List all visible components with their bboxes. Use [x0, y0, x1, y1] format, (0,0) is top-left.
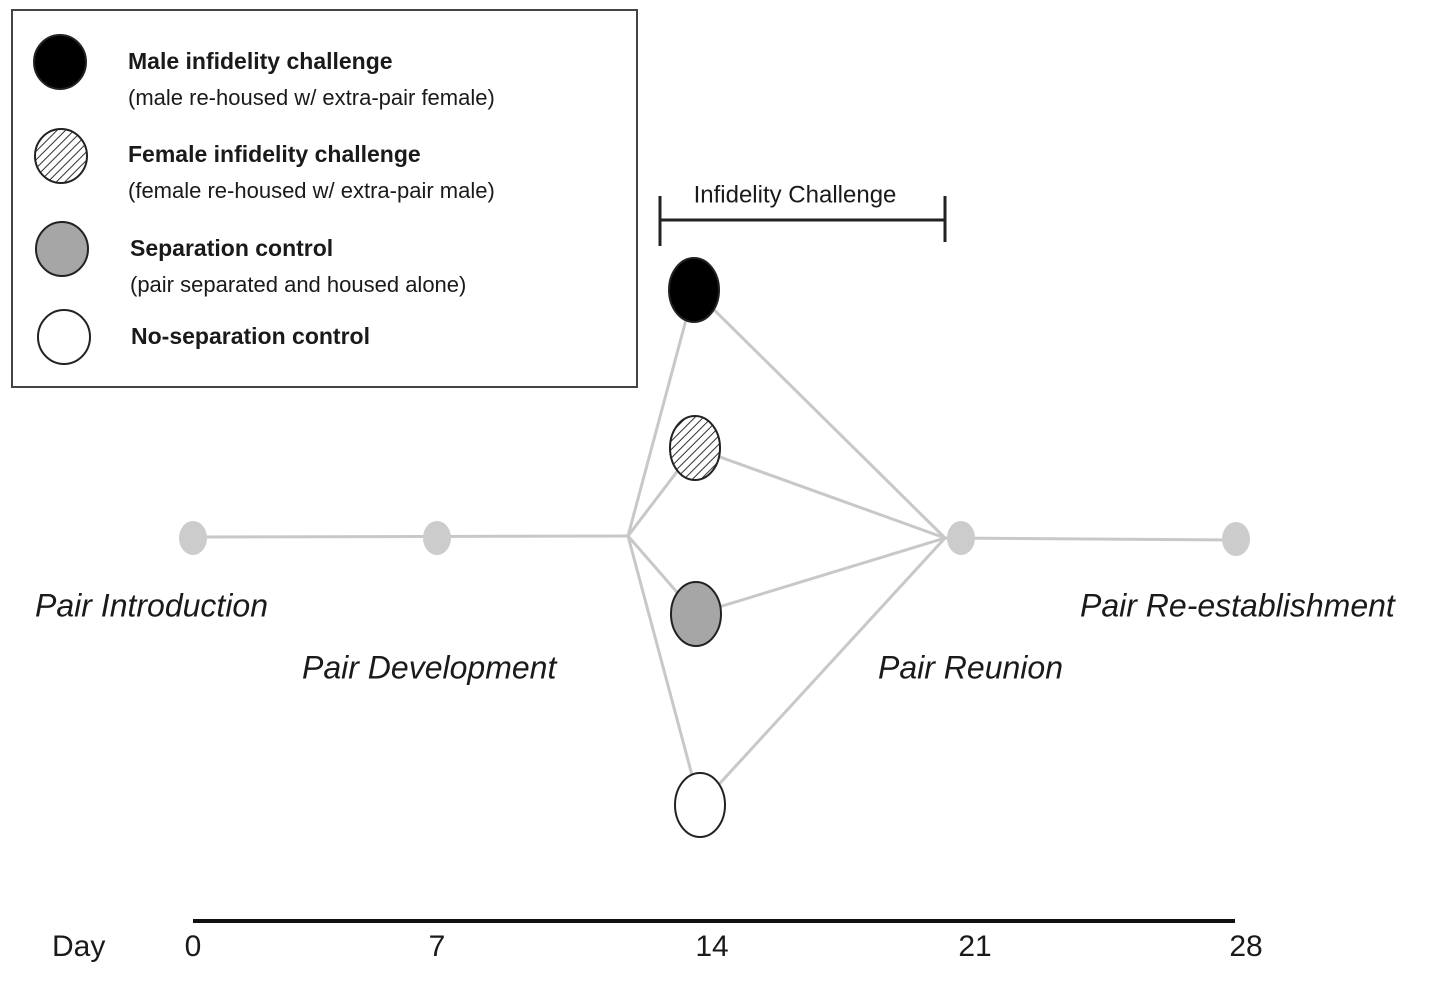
axis-tick-label: 7: [429, 930, 446, 963]
timeline-node: [423, 521, 451, 555]
timeline-node: [947, 521, 975, 555]
legend-subtitle: (pair separated and housed alone): [130, 272, 466, 297]
bracket: [658, 196, 947, 246]
legend-title: Male infidelity challenge: [128, 48, 393, 74]
legend-icon: [35, 221, 89, 277]
bracket-label: Infidelity Challenge: [694, 181, 897, 208]
group-node: [669, 415, 721, 481]
timeline-node: [179, 521, 207, 555]
axis-tick-label: 14: [695, 930, 728, 963]
group-node: [674, 772, 726, 838]
group-node: [670, 581, 722, 647]
legend-icon: [37, 309, 91, 365]
legend-subtitle: (female re-housed w/ extra-pair male): [128, 178, 495, 203]
stage-label: Pair Introduction: [35, 587, 268, 623]
legend-box: [11, 9, 638, 388]
legend-title: No-separation control: [131, 323, 370, 349]
stage-label: Pair Development: [302, 649, 557, 685]
stage-label: Pair Reunion: [878, 649, 1063, 685]
legend-title: Separation control: [130, 235, 333, 261]
legend-subtitle: (male re-housed w/ extra-pair female): [128, 85, 495, 110]
stage-label: Pair Re-establishment: [1080, 587, 1396, 623]
group-node: [668, 257, 720, 323]
axis-label: Day: [52, 930, 105, 963]
legend-icon: [33, 34, 87, 90]
axis-tick-label: 21: [958, 930, 991, 963]
legend-title: Female infidelity challenge: [128, 141, 421, 167]
timeline-node: [1222, 522, 1250, 556]
legend-icon: [34, 128, 88, 184]
axis-tick-label: 0: [185, 930, 202, 963]
axis-tick-label: 28: [1229, 930, 1262, 963]
